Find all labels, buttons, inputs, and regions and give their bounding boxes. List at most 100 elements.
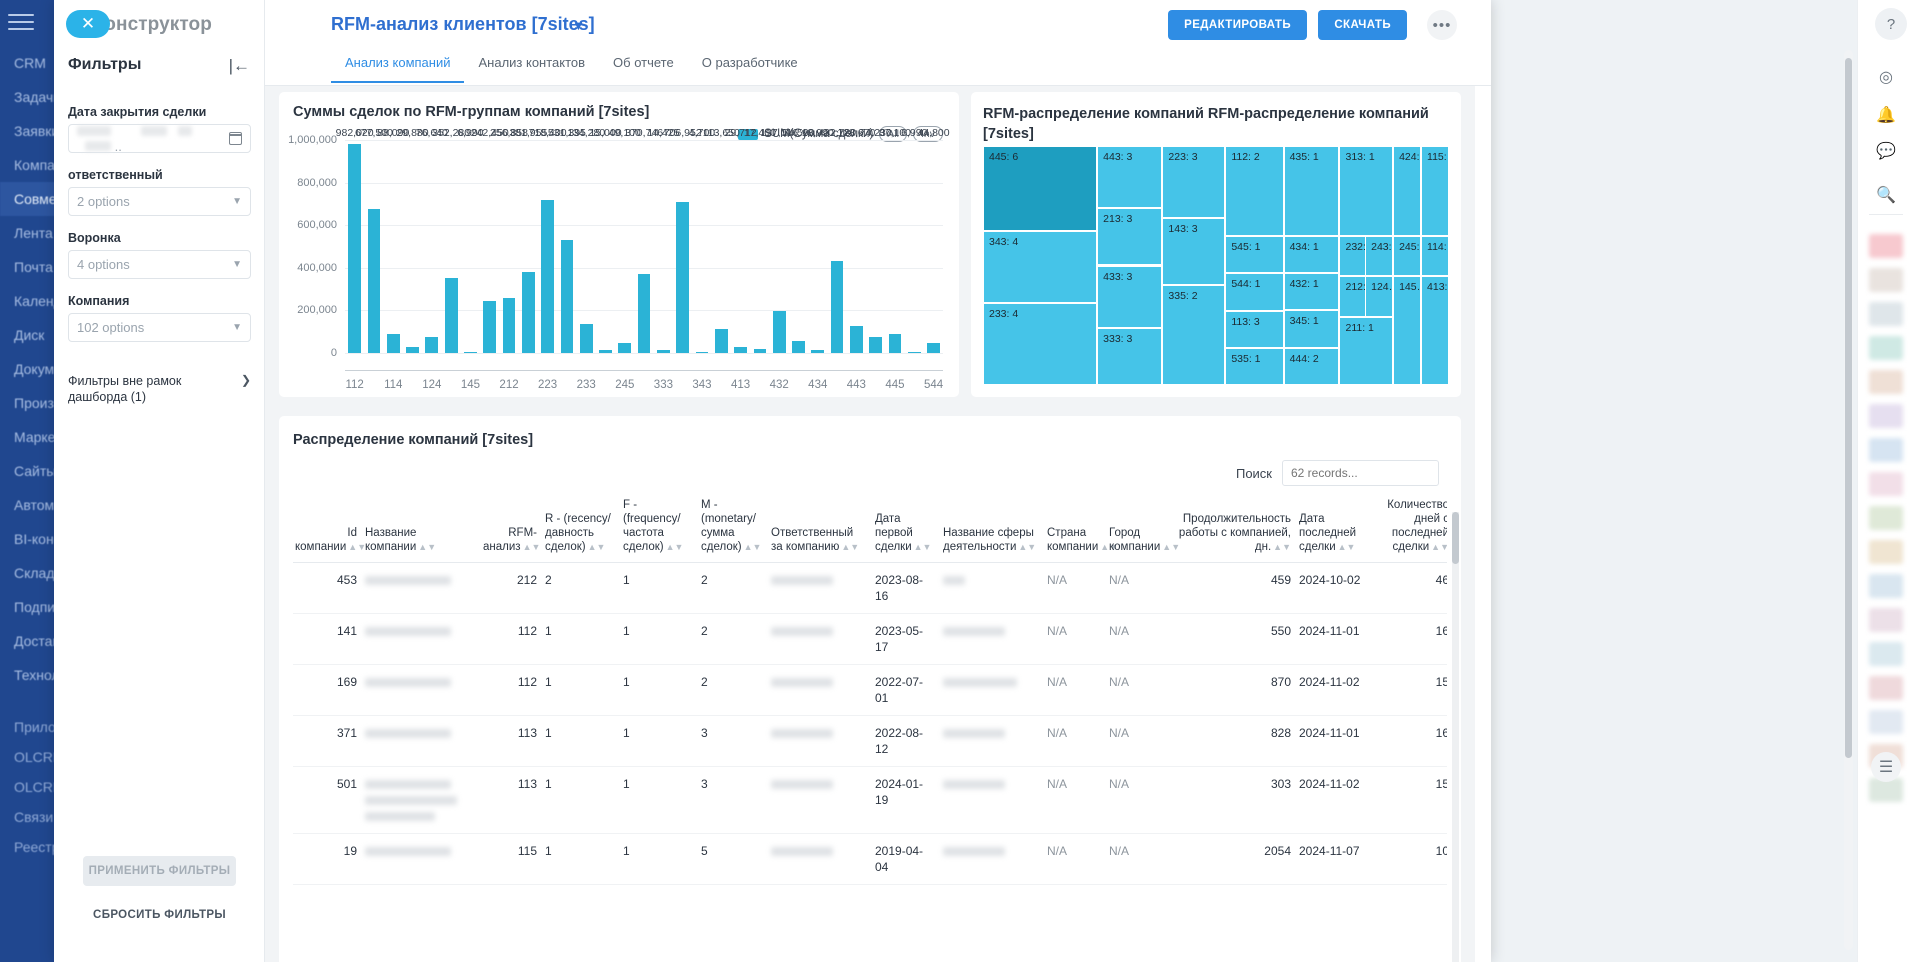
funnel-filter-select[interactable]: 4 options ▼ bbox=[68, 250, 251, 279]
rail-app-icon[interactable] bbox=[1869, 540, 1903, 564]
table-body[interactable]: 453 212 2 1 2 2023-08-16 N/A N/A 459 202… bbox=[293, 562, 1447, 885]
treemap-tile[interactable]: 335: 2 bbox=[1162, 284, 1226, 385]
bar-slot[interactable]: 982,020 bbox=[336, 127, 374, 353]
bar[interactable]: 14,425 bbox=[647, 127, 679, 353]
treemap-tile[interactable]: 413: 2 bbox=[1421, 276, 1449, 385]
treemap-tile[interactable]: 213: 3 bbox=[1097, 208, 1163, 266]
date-filter-input[interactable]: .. bbox=[68, 124, 251, 154]
treemap-tile[interactable]: 145… bbox=[1393, 276, 1422, 385]
column-header[interactable]: Продолжительность работы с компанией, дн… bbox=[1169, 492, 1297, 563]
tab-0[interactable]: Анализ компаний bbox=[331, 55, 465, 83]
bar[interactable]: 4,700 bbox=[689, 127, 715, 353]
treemap-tile[interactable]: 432: 1 bbox=[1283, 272, 1340, 310]
rail-app-icon[interactable] bbox=[1869, 370, 1903, 394]
table-row[interactable]: 169 112 1 1 2 2022-07-01 N/A N/A 870 202… bbox=[293, 664, 1447, 716]
bar-slot[interactable]: 197,016 bbox=[760, 127, 798, 353]
crm-nav-item[interactable]: Подписка bbox=[14, 599, 66, 615]
bar[interactable]: 44,800 bbox=[917, 127, 950, 353]
crm-nav-item[interactable]: Задачи bbox=[14, 89, 62, 105]
sort-icon[interactable]: ▲▼ bbox=[665, 542, 684, 552]
bar-slot[interactable]: 49,100 bbox=[609, 127, 641, 353]
column-header[interactable]: R - (recency/ давность сделок) ▲▼ bbox=[543, 492, 621, 563]
treemap-tile[interactable]: 434: 1 bbox=[1283, 235, 1340, 273]
tab-bar[interactable]: Анализ компаний Анализ контактов Об отчете… bbox=[265, 54, 1491, 86]
treemap-tile[interactable]: 143: 3 bbox=[1162, 217, 1226, 285]
bar[interactable]: 706,952 bbox=[664, 127, 702, 353]
treemap-tile[interactable]: 243: 1 bbox=[1365, 235, 1394, 277]
bar-slot[interactable]: 29,880 bbox=[396, 127, 429, 353]
sort-icon[interactable]: ▲▼ bbox=[913, 542, 932, 552]
crm-nav-group-item[interactable]: OLCRM bbox=[14, 749, 65, 765]
crm-nav-item[interactable]: Доставка bbox=[14, 633, 66, 649]
bar-slot[interactable]: 4,700 bbox=[689, 127, 715, 353]
bar[interactable]: 54,590 bbox=[782, 127, 815, 353]
bar[interactable]: 352,280 bbox=[432, 127, 470, 353]
company-filter-select[interactable]: 102 options ▼ bbox=[68, 313, 251, 342]
bar[interactable]: 256,858 bbox=[490, 127, 528, 353]
bar-slot[interactable]: 128,670 bbox=[837, 127, 875, 353]
menu-icon[interactable] bbox=[8, 14, 34, 32]
column-header[interactable]: RFM-анализ ▲▼ bbox=[481, 492, 543, 563]
bar-slot[interactable]: 29,712 bbox=[725, 127, 757, 353]
treemap-tile[interactable]: 443: 3 bbox=[1097, 146, 1163, 209]
rail-app-icon[interactable] bbox=[1869, 642, 1903, 666]
rail-app-icon[interactable] bbox=[1869, 472, 1903, 496]
treemap-plot[interactable]: 445: 6 343: 4 233: 4 443: 3 213: 3 433: … bbox=[983, 146, 1449, 385]
tab-2[interactable]: Об отчете bbox=[613, 55, 674, 70]
bar-slot[interactable]: 677,500 bbox=[355, 127, 393, 353]
table-header-row[interactable]: Id компании ▲▼ Название компании ▲▼ RFM-анал… bbox=[293, 492, 1447, 563]
rail-app-icon[interactable] bbox=[1869, 710, 1903, 734]
bar[interactable]: 242,450 bbox=[471, 127, 509, 353]
bar[interactable]: 531,395 bbox=[548, 127, 586, 353]
rail-app-icon[interactable] bbox=[1869, 778, 1903, 802]
crm-nav-item[interactable]: Документы bbox=[14, 361, 66, 377]
bar[interactable]: 718,400 bbox=[529, 127, 567, 353]
crm-nav-item[interactable]: BI-конструктор bbox=[14, 531, 66, 547]
bar[interactable]: 197,016 bbox=[760, 127, 798, 353]
bar-slot[interactable]: 242,450 bbox=[471, 127, 509, 353]
chat-icon[interactable]: 💬 bbox=[1876, 143, 1896, 160]
column-header[interactable]: Id компании ▲▼ bbox=[293, 492, 366, 563]
rail-app-icon[interactable] bbox=[1869, 676, 1903, 700]
rail-app-icon[interactable] bbox=[1869, 506, 1903, 530]
bar-slot[interactable]: 14,425 bbox=[647, 127, 679, 353]
bar-slot[interactable]: 13,990 bbox=[802, 127, 834, 353]
rail-app-icon[interactable] bbox=[1869, 268, 1903, 292]
column-header[interactable]: Ответственный за компанию ▲▼ bbox=[769, 492, 873, 563]
treemap-tile[interactable]: 333: 3 bbox=[1097, 327, 1163, 385]
responsible-filter-select[interactable]: 2 options ▼ bbox=[68, 187, 251, 216]
rail-app-icon[interactable] bbox=[1869, 302, 1903, 326]
crm-nav-item[interactable]: Календарь bbox=[14, 293, 66, 309]
bar[interactable]: 6,990 bbox=[457, 127, 484, 353]
treemap-tile[interactable]: 211: 1 bbox=[1339, 316, 1394, 385]
treemap-tile[interactable]: 233: 4 bbox=[983, 302, 1098, 385]
help-icon[interactable]: ? bbox=[1875, 8, 1907, 40]
legend-inv-button[interactable]: Inv bbox=[912, 126, 943, 142]
crm-nav-item[interactable]: Сайты bbox=[14, 463, 57, 479]
download-button[interactable]: СКАЧАТЬ bbox=[1318, 10, 1407, 40]
outside-filters-link[interactable]: Фильтры вне рамок дашборда (1) ❯ bbox=[68, 373, 251, 405]
treemap-tile[interactable]: 545: 1 bbox=[1225, 235, 1284, 273]
sort-icon[interactable]: ▲▼ bbox=[587, 542, 606, 552]
column-header[interactable]: Дата первой сделки ▲▼ bbox=[873, 492, 941, 563]
chevron-down-icon[interactable]: ▼ bbox=[232, 322, 242, 333]
bar-slot[interactable]: 17,400 bbox=[744, 127, 776, 353]
sort-icon[interactable]: ▲▼ bbox=[841, 542, 860, 552]
treemap-tile[interactable]: 223: 3 bbox=[1162, 146, 1226, 218]
sort-icon[interactable]: ▲▼ bbox=[418, 542, 437, 552]
table-scroll[interactable]: Id компании ▲▼ Название компании ▲▼ RFM-анал… bbox=[293, 492, 1447, 962]
bar-slot[interactable]: 6,990 bbox=[901, 127, 927, 353]
crm-nav-item[interactable]: Производство bbox=[14, 395, 66, 411]
search-input[interactable] bbox=[1282, 460, 1439, 486]
sort-icon[interactable]: ▲▼ bbox=[522, 542, 541, 552]
treemap-tile[interactable]: 345: 1 bbox=[1283, 309, 1340, 348]
table-row[interactable]: 453 212 2 1 2 2023-08-16 N/A N/A 459 202… bbox=[293, 562, 1447, 614]
tab-3[interactable]: О разработчике bbox=[701, 55, 798, 70]
more-options-icon[interactable]: ••• bbox=[1427, 10, 1457, 40]
crm-nav-item[interactable]: Лента bbox=[14, 225, 53, 241]
bar-slot[interactable]: 432,780 bbox=[818, 127, 856, 353]
crm-nav-item[interactable]: Автоматизация bbox=[14, 497, 66, 513]
bar-slot[interactable]: 74,230 bbox=[860, 127, 892, 353]
rail-app-icon[interactable] bbox=[1869, 608, 1903, 632]
chevron-right-icon[interactable]: ❯ bbox=[240, 373, 251, 387]
